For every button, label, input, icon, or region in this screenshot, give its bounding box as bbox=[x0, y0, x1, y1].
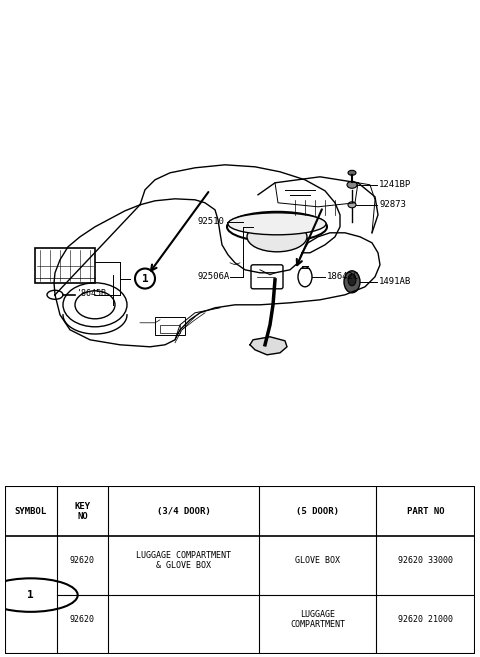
Text: (3/4 DOOR): (3/4 DOOR) bbox=[156, 507, 210, 516]
Ellipse shape bbox=[344, 271, 360, 293]
Text: 1241BP: 1241BP bbox=[379, 180, 411, 189]
Text: 92620 33000: 92620 33000 bbox=[398, 556, 453, 565]
Polygon shape bbox=[250, 337, 287, 355]
Text: 92506A: 92506A bbox=[197, 272, 229, 281]
Text: GLOVE BOX: GLOVE BOX bbox=[295, 556, 340, 565]
Text: 18642C: 18642C bbox=[327, 272, 359, 281]
Ellipse shape bbox=[348, 274, 356, 286]
Text: 1: 1 bbox=[142, 273, 148, 284]
Ellipse shape bbox=[347, 181, 357, 189]
Text: 92620 21000: 92620 21000 bbox=[398, 615, 453, 624]
Bar bbox=[155, 317, 185, 335]
Ellipse shape bbox=[348, 170, 356, 175]
Text: SYMBOL: SYMBOL bbox=[14, 507, 47, 516]
Bar bbox=[35, 248, 95, 283]
Text: KEY
NO: KEY NO bbox=[74, 501, 90, 521]
Text: 92873: 92873 bbox=[379, 200, 406, 210]
Text: 92510: 92510 bbox=[197, 217, 224, 226]
Text: (5 DOOR): (5 DOOR) bbox=[296, 507, 339, 516]
Ellipse shape bbox=[348, 202, 356, 208]
Text: PART NO: PART NO bbox=[407, 507, 444, 516]
Text: 92620: 92620 bbox=[70, 556, 95, 565]
Text: 92620: 92620 bbox=[70, 615, 95, 624]
Ellipse shape bbox=[247, 222, 307, 252]
Bar bbox=[160, 325, 180, 333]
Text: 1491AB: 1491AB bbox=[379, 277, 411, 286]
Text: '8645B: '8645B bbox=[77, 289, 107, 298]
Text: LUGGAGE COMPARTMENT
& GLOVE BOX: LUGGAGE COMPARTMENT & GLOVE BOX bbox=[136, 551, 231, 570]
Ellipse shape bbox=[228, 213, 326, 235]
Text: LUGGAGE
COMPARTMENT: LUGGAGE COMPARTMENT bbox=[290, 610, 345, 629]
Text: 1: 1 bbox=[27, 590, 34, 600]
